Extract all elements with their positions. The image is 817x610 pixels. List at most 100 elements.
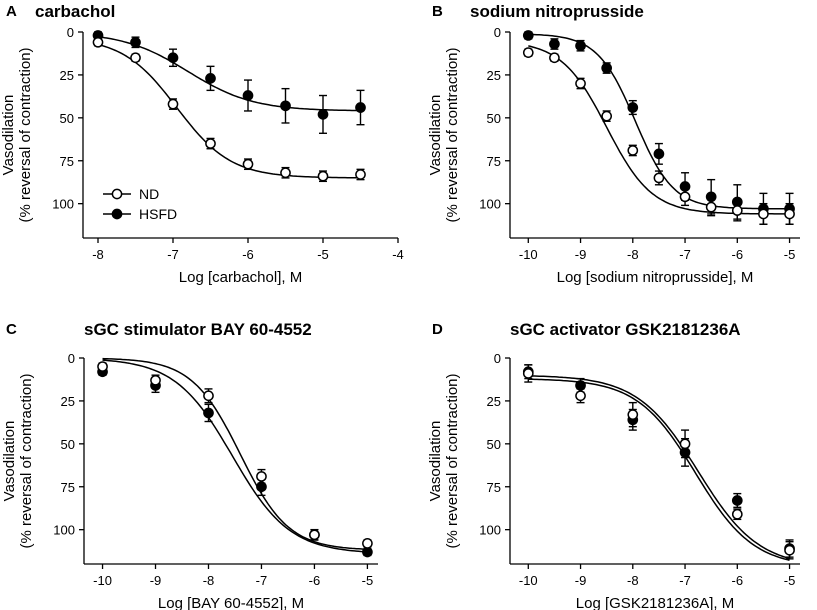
data-point-nd	[522, 368, 534, 379]
x-tick-label: -8	[92, 247, 104, 262]
data-point-hsfd	[242, 90, 254, 101]
data-point-hsfd	[362, 546, 373, 558]
fit-curve-hsfd	[102, 359, 368, 553]
data-point-nd	[362, 538, 373, 549]
data-point-nd	[256, 471, 267, 482]
x-tick-label: -6	[732, 573, 744, 588]
data-point-nd	[130, 52, 141, 64]
data-point-nd	[653, 172, 665, 184]
y-tick-label: 0	[67, 25, 74, 40]
y-tick-label: 50	[487, 437, 501, 452]
data-point-nd	[205, 138, 216, 149]
y-axis-label-line1: Vasodilation	[0, 95, 17, 176]
y-tick-label: 75	[487, 154, 501, 169]
x-tick-label: -7	[679, 573, 691, 588]
data-point-hsfd	[355, 102, 366, 113]
x-axis-label: Log [carbachol], M	[179, 269, 302, 286]
fit-curve-hsfd	[528, 33, 790, 210]
y-tick-label: 75	[60, 154, 74, 169]
panel-title: sGC stimulator BAY 60-4552	[84, 320, 312, 339]
data-point-hsfd	[167, 52, 179, 64]
data-point-hsfd	[317, 109, 329, 120]
data-point-nd	[355, 169, 366, 180]
data-point-nd	[549, 52, 560, 64]
y-tick-label: 50	[60, 111, 74, 126]
fit-curve-nd	[102, 357, 368, 551]
y-axis-label-line2: (% reversal of contraction)	[18, 373, 35, 548]
data-point-nd	[150, 374, 161, 386]
x-tick-label: -7	[679, 247, 691, 262]
x-axis-label: Log [sodium nitroprusside], M	[557, 269, 754, 286]
x-tick-label: -9	[150, 573, 162, 588]
y-axis-label-line2: (% reversal of contraction)	[17, 47, 34, 222]
data-point-nd	[309, 529, 320, 541]
panel-letter: A	[6, 3, 17, 20]
data-point-nd	[784, 544, 795, 556]
y-tick-label: 100	[479, 523, 501, 538]
data-point-nd	[601, 110, 613, 122]
data-point-nd	[203, 390, 214, 402]
legend-marker-nd	[111, 188, 123, 200]
fit-curve-hsfd	[528, 378, 790, 562]
fit-curve-nd	[528, 45, 790, 215]
x-tick-label: -6	[732, 247, 744, 262]
panel-title: sGC activator GSK2181236A	[510, 320, 741, 339]
legend-marker-hsfd	[111, 208, 123, 220]
y-tick-label: 100	[52, 197, 74, 212]
y-axis-label-line1: Vasodilation	[427, 95, 444, 176]
x-axis-label: Log [GSK2181236A], M	[576, 595, 734, 610]
x-tick-label: -8	[627, 247, 639, 262]
data-point-hsfd	[601, 62, 613, 74]
legend-label: HSFD	[139, 206, 177, 222]
x-tick-label: -6	[309, 573, 321, 588]
data-point-nd	[242, 158, 254, 170]
y-tick-label: 25	[61, 394, 75, 409]
y-tick-label: 0	[68, 351, 75, 366]
data-point-hsfd	[130, 36, 141, 48]
x-tick-label: -10	[519, 247, 538, 262]
x-tick-label: -9	[575, 247, 587, 262]
y-tick-label: 100	[479, 197, 501, 212]
y-tick-label: 0	[494, 351, 501, 366]
data-point-nd	[575, 390, 586, 402]
x-tick-label: -10	[519, 573, 538, 588]
data-point-nd	[679, 191, 691, 203]
data-point-nd	[731, 508, 743, 520]
data-point-nd	[575, 78, 586, 89]
data-point-nd	[92, 36, 104, 48]
data-point-hsfd	[522, 30, 534, 41]
y-tick-label: 75	[61, 480, 75, 495]
x-tick-label: -6	[242, 247, 254, 262]
y-tick-label: 100	[53, 523, 75, 538]
fit-curve-nd	[97, 43, 361, 179]
data-point-hsfd	[731, 495, 743, 506]
data-point-nd	[627, 409, 639, 420]
panel-letter: C	[6, 321, 17, 338]
data-point-nd	[522, 47, 534, 58]
x-tick-label: -5	[362, 573, 374, 588]
data-point-hsfd	[627, 102, 639, 113]
x-tick-label: -10	[93, 573, 112, 588]
panel-title: carbachol	[35, 2, 115, 21]
data-point-nd	[784, 208, 795, 220]
y-tick-label: 50	[61, 437, 75, 452]
x-tick-label: -8	[203, 573, 215, 588]
x-tick-label: -5	[784, 247, 796, 262]
y-axis-label-line2: (% reversal of contraction)	[444, 47, 461, 222]
fit-curve-nd	[528, 375, 790, 560]
data-point-nd	[317, 170, 329, 182]
y-tick-label: 50	[487, 111, 501, 126]
x-tick-label: -7	[256, 573, 268, 588]
data-point-hsfd	[203, 407, 214, 419]
data-point-nd	[167, 98, 179, 110]
data-point-nd	[627, 145, 639, 156]
y-axis-label-line2: (% reversal of contraction)	[444, 373, 461, 548]
fit-curve-hsfd	[97, 35, 361, 112]
x-tick-label: -7	[167, 247, 179, 262]
x-tick-label: -9	[575, 573, 587, 588]
x-tick-label: -5	[784, 573, 796, 588]
x-tick-label: -4	[392, 247, 404, 262]
